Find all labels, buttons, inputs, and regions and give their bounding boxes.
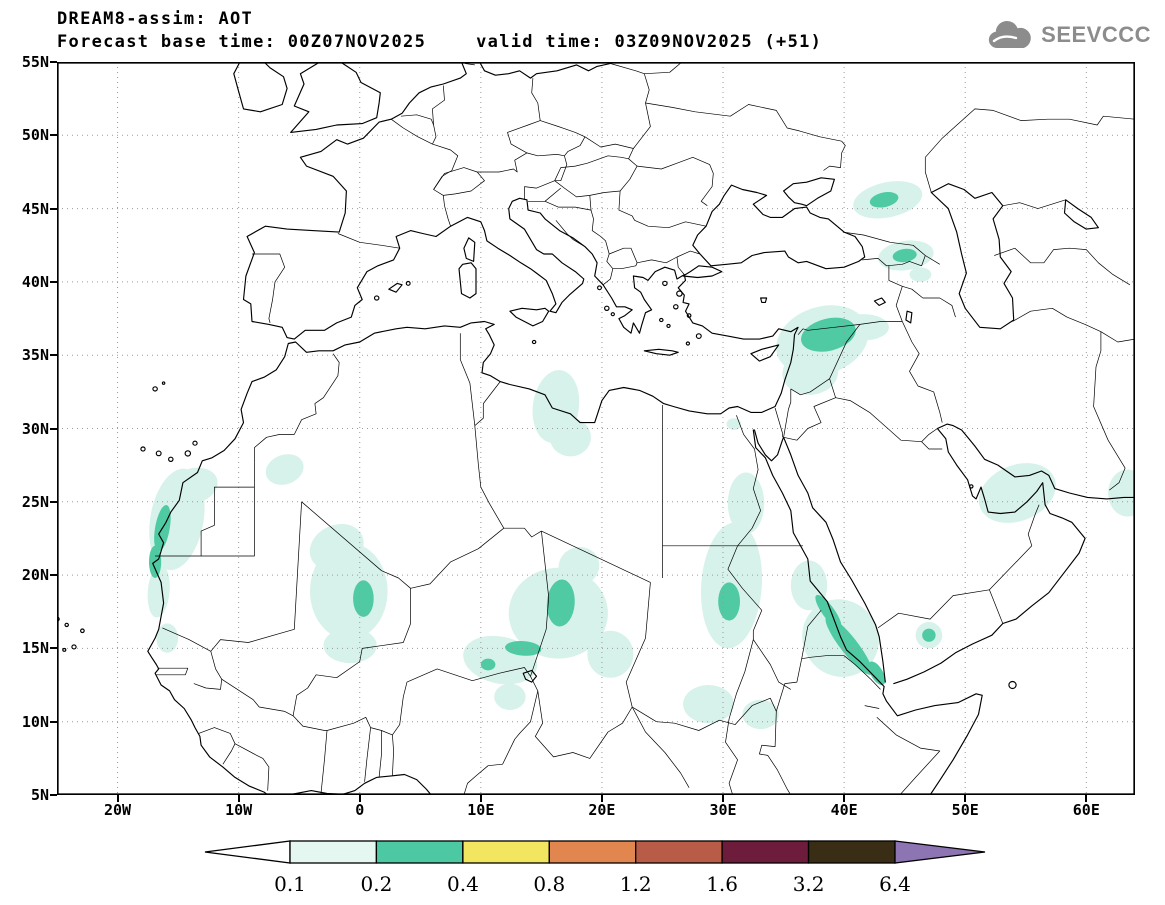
lat-tick-label: 50N [21,126,49,145]
logo-text: SEEVCCC [1041,22,1151,47]
colorbar-label: 1.6 [706,872,738,896]
lon-tick-label: 10E [467,801,495,819]
lat-tick [50,207,57,210]
lat-tick-label: 30N [21,419,49,438]
lat-tick-label: 45N [21,199,49,218]
forecast-map [57,62,1135,795]
colorbar-band [375,840,464,864]
colorbar-right-arrow [894,840,986,864]
map-lines-layer [57,62,1135,795]
lat-tick-label: 35N [21,346,49,365]
lat-tick-label: 55N [21,53,49,71]
page-title: DREAM8-assim: AOT [57,9,254,29]
lon-tick [964,795,967,802]
colorbar-band [548,840,637,864]
lon-tick [600,795,603,802]
lon-tick [358,795,361,802]
colorbar-band [635,840,723,864]
lat-tick-label: 40N [21,272,49,291]
lon-tick [1085,795,1088,802]
lon-tick-label: 50E [951,801,979,819]
colorbar-left-arrow [204,840,291,864]
lon-tick [116,795,119,802]
grid-layer [57,62,1135,795]
lat-tick-label: 5N [30,786,49,804]
lat-tick-label: 20N [21,566,49,585]
seevccc-logo: SEEVCCC [986,20,1151,50]
valid-time: valid time: 03Z09NOV2025 (+51) [476,32,823,52]
lon-tick [722,795,725,802]
lon-tick-label: 60E [1072,801,1100,819]
colorbar-band [721,840,810,864]
lat-tick-label: 25N [21,492,49,511]
colorbar-band [289,840,378,864]
lat-tick [50,61,57,63]
lon-tick-label: 20W [104,801,132,819]
lon-tick [843,795,846,802]
lon-tick-label: 10W [225,801,253,819]
colorbar-label: 1.2 [620,872,652,896]
cloud-icon [989,20,1031,48]
lat-tick [50,574,57,577]
lat-tick [50,354,57,357]
forecast-base-time: Forecast base time: 00Z07NOV2025 [57,32,427,52]
header: DREAM8-assim: AOT Forecast base time: 00… [57,8,822,54]
lat-tick-label: 15N [21,639,49,658]
lon-tick [479,795,482,802]
colorbar-label: 0.2 [360,872,392,896]
colorbar-label: 6.4 [879,872,911,896]
lat-tick [50,500,57,503]
colorbar-label: 0.4 [447,872,479,896]
lat-tick-label: 10N [21,712,49,731]
lat-tick [50,794,57,796]
lat-tick [50,720,57,723]
colorbar-band [462,840,550,864]
colorbar-label: 0.1 [274,872,306,896]
lon-tick-label: 0 [355,801,365,819]
colorbar-label: 3.2 [793,872,825,896]
lat-tick [50,427,57,430]
lat-tick [50,280,57,283]
lat-tick [50,134,57,137]
aot-fill-layer [147,181,1135,730]
lat-tick [50,647,57,650]
colorbar: 0.1 0.2 0.4 0.8 1.2 1.6 3.2 6.4 [204,840,986,896]
lon-tick [237,795,240,802]
lon-tick-label: 40E [830,801,858,819]
colorbar-label: 0.8 [533,872,565,896]
lon-tick-label: 30E [709,801,737,819]
colorbar-band [807,840,896,864]
lon-tick-label: 20E [588,801,616,819]
